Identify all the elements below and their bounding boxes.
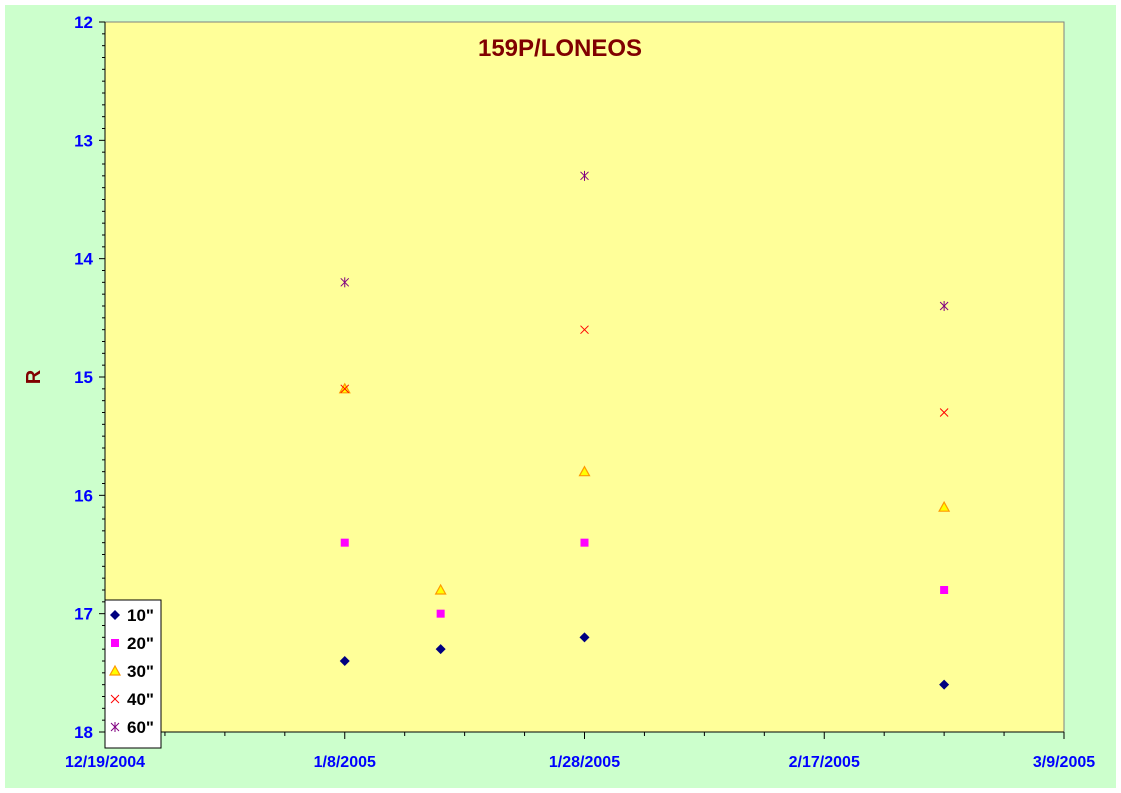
chart-title: 159P/LONEOS xyxy=(478,35,642,62)
y-tick-label: 18 xyxy=(74,723,93,742)
data-point xyxy=(340,277,350,288)
data-point xyxy=(434,583,447,595)
legend-item: 40" xyxy=(110,690,154,709)
data-point xyxy=(938,500,951,512)
series-4 xyxy=(340,325,949,417)
data-point xyxy=(340,384,350,394)
legend-marker xyxy=(110,610,120,620)
data-point xyxy=(578,465,591,477)
legend: 10" 20" 30" 40" 60" xyxy=(104,599,162,749)
data-point xyxy=(940,586,949,594)
legend-marker xyxy=(110,722,120,732)
legend-label: 20" xyxy=(127,634,154,653)
legend-label: 40" xyxy=(127,690,154,709)
series-3 xyxy=(338,382,951,595)
y-tick-label: 13 xyxy=(74,131,93,150)
data-point xyxy=(939,679,950,690)
data-point xyxy=(340,538,349,547)
plot-area xyxy=(104,21,1065,733)
series-1 xyxy=(339,632,950,690)
y-tick-label: 14 xyxy=(74,250,93,269)
data-point xyxy=(339,656,350,666)
x-tick-label: 1/8/2005 xyxy=(314,754,376,771)
legend-label: 30" xyxy=(127,662,154,681)
y-tick-label: 17 xyxy=(74,605,93,624)
x-tick-label: 3/9/2005 xyxy=(1033,754,1095,771)
legend-marker xyxy=(111,639,119,647)
data-point xyxy=(579,632,590,643)
y-tick-label: 15 xyxy=(74,368,93,387)
data-point xyxy=(580,538,589,547)
legend-item: 30" xyxy=(108,662,154,681)
y-tick-label: 16 xyxy=(74,486,93,505)
series-2 xyxy=(340,538,949,618)
x-tick-label: 2/17/2005 xyxy=(789,754,860,771)
data-point xyxy=(580,325,589,335)
data-point xyxy=(580,170,589,181)
data-point xyxy=(939,408,949,417)
legend-item: 20" xyxy=(111,634,154,653)
x-axis: 12/19/2004 1/8/2005 1/28/2005 2/17/2005 3/9/… xyxy=(65,731,1095,771)
x-tick-label: 1/28/2005 xyxy=(549,754,620,771)
legend-label: 60" xyxy=(127,718,154,737)
y-tick-label: 12 xyxy=(74,13,93,32)
legend-marker xyxy=(108,664,122,676)
legend-label: 10" xyxy=(127,606,154,625)
legend-item: 60" xyxy=(110,718,154,737)
series-5 xyxy=(340,170,949,311)
series-layer xyxy=(338,170,951,690)
legend-item: 10" xyxy=(110,606,154,625)
y-axis-title: R xyxy=(23,369,45,384)
x-tick-label: 12/19/2004 xyxy=(65,754,145,771)
data-point xyxy=(436,609,445,618)
legend-marker xyxy=(110,694,120,704)
data-point xyxy=(435,644,446,655)
data-point xyxy=(939,301,949,311)
